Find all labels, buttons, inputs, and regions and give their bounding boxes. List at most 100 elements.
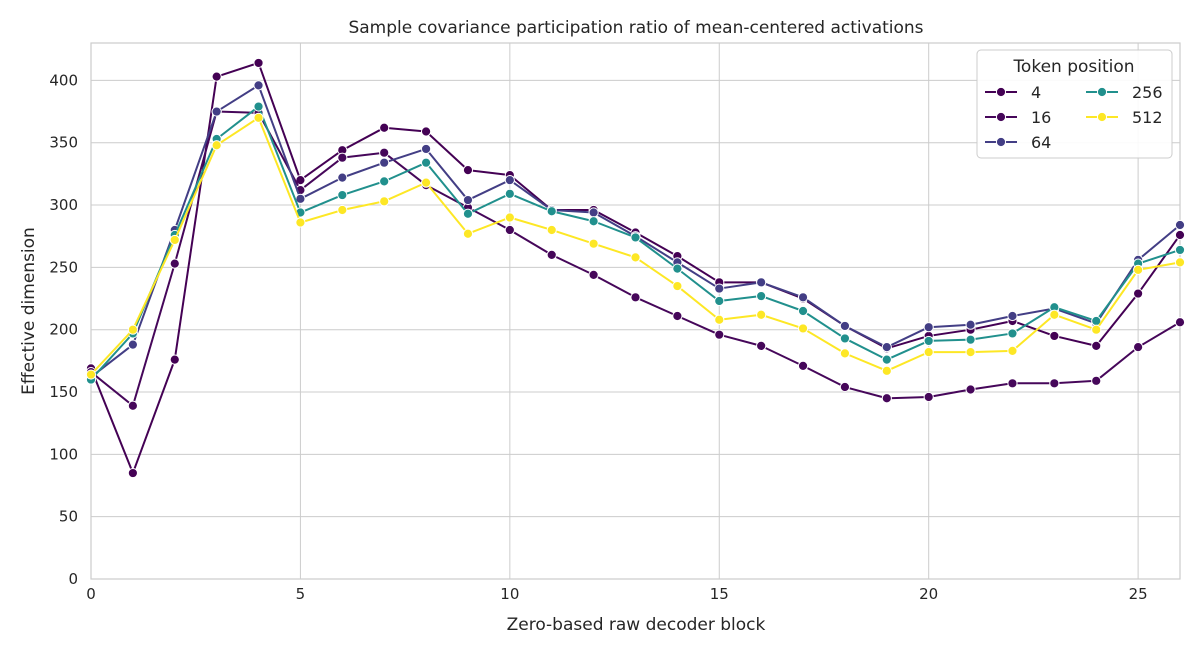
y-tick-label: 0 bbox=[68, 570, 78, 588]
data-point bbox=[1174, 229, 1186, 241]
data-point bbox=[337, 152, 348, 163]
data-point bbox=[1091, 375, 1102, 386]
data-point bbox=[756, 277, 767, 288]
legend-item-16: 16 bbox=[985, 108, 1051, 127]
data-point bbox=[127, 467, 138, 479]
x-tick-label: 20 bbox=[919, 585, 938, 603]
legend-marker bbox=[995, 111, 1007, 123]
data-point bbox=[1007, 328, 1018, 339]
legend-item-4: 4 bbox=[985, 83, 1041, 102]
data-point bbox=[462, 228, 474, 239]
data-point bbox=[211, 106, 222, 117]
legend-item-64: 64 bbox=[985, 133, 1051, 152]
series-512 bbox=[85, 112, 1186, 380]
y-tick-label: 400 bbox=[49, 71, 78, 89]
legend-marker bbox=[995, 136, 1007, 148]
data-point bbox=[881, 393, 892, 404]
data-point bbox=[588, 216, 599, 227]
data-point bbox=[588, 238, 599, 249]
data-point bbox=[714, 314, 725, 325]
data-point bbox=[1174, 244, 1186, 256]
data-point bbox=[1174, 317, 1186, 328]
legend-label: 16 bbox=[1031, 108, 1051, 127]
data-point bbox=[839, 381, 851, 393]
y-axis-ticks: 0 50 100 150 200 250 300 350 400 bbox=[49, 71, 78, 588]
data-point bbox=[672, 263, 683, 274]
x-tick-label: 10 bbox=[500, 585, 519, 603]
data-point bbox=[546, 224, 557, 236]
data-point bbox=[379, 147, 390, 158]
data-point bbox=[379, 196, 390, 207]
legend-marker bbox=[995, 86, 1007, 98]
data-point bbox=[127, 400, 138, 411]
data-point bbox=[1049, 378, 1060, 389]
data-point bbox=[1091, 324, 1102, 335]
data-point bbox=[881, 365, 892, 376]
series-256 bbox=[85, 101, 1186, 385]
data-point bbox=[1007, 345, 1018, 356]
data-point bbox=[504, 212, 515, 223]
data-point bbox=[462, 208, 474, 219]
legend-title: Token position bbox=[1012, 57, 1134, 77]
data-point bbox=[881, 354, 892, 365]
legend-item-256: 256 bbox=[1086, 83, 1163, 102]
y-tick-label: 250 bbox=[49, 258, 78, 276]
data-point bbox=[420, 177, 432, 188]
data-point bbox=[420, 143, 432, 155]
y-tick-label: 350 bbox=[49, 134, 78, 152]
x-tick-label: 25 bbox=[1129, 585, 1148, 603]
data-point bbox=[546, 206, 557, 217]
data-point bbox=[588, 207, 599, 218]
data-point bbox=[965, 347, 976, 358]
data-point bbox=[881, 342, 892, 353]
data-point bbox=[462, 194, 474, 206]
data-point bbox=[1007, 310, 1018, 322]
data-point bbox=[756, 309, 767, 320]
data-point bbox=[211, 140, 222, 151]
legend-marker bbox=[1096, 111, 1108, 123]
data-point bbox=[169, 354, 180, 365]
x-axis-label: Zero-based raw decoder block bbox=[507, 615, 766, 635]
data-point bbox=[379, 122, 390, 133]
legend-label: 64 bbox=[1031, 133, 1051, 152]
data-point bbox=[546, 249, 557, 261]
data-point bbox=[797, 360, 809, 371]
data-point bbox=[1091, 340, 1102, 352]
y-axis-label: Effective dimension bbox=[19, 227, 39, 395]
legend-item-512: 512 bbox=[1086, 108, 1163, 127]
data-point bbox=[965, 384, 976, 395]
data-point bbox=[1174, 257, 1186, 268]
data-point bbox=[127, 324, 138, 335]
data-point bbox=[504, 188, 515, 199]
data-point bbox=[295, 217, 306, 228]
data-point bbox=[839, 320, 851, 332]
legend-label: 512 bbox=[1132, 108, 1163, 127]
data-point bbox=[588, 269, 599, 280]
data-point bbox=[923, 322, 934, 333]
legend: Token position 4 16 64 256 512 bbox=[976, 49, 1173, 159]
legend-items: 4 16 64 256 512 bbox=[985, 83, 1163, 152]
data-point bbox=[169, 234, 180, 246]
y-tick-label: 200 bbox=[49, 321, 78, 339]
data-point bbox=[127, 339, 138, 350]
data-point bbox=[965, 319, 976, 330]
data-point bbox=[1049, 309, 1060, 320]
data-point bbox=[169, 258, 180, 269]
y-tick-label: 300 bbox=[49, 196, 78, 214]
data-point bbox=[337, 204, 348, 216]
data-point bbox=[797, 323, 809, 334]
data-point bbox=[797, 292, 809, 303]
data-point bbox=[462, 165, 474, 176]
legend-label: 256 bbox=[1132, 83, 1163, 102]
data-point bbox=[337, 189, 348, 201]
y-tick-label: 100 bbox=[49, 445, 78, 463]
data-point bbox=[504, 175, 515, 186]
data-point bbox=[253, 80, 264, 91]
data-point bbox=[1133, 342, 1144, 353]
data-point bbox=[504, 224, 515, 236]
data-point bbox=[253, 112, 264, 123]
data-point bbox=[714, 329, 725, 340]
data-point bbox=[211, 71, 222, 82]
data-point bbox=[420, 157, 432, 168]
